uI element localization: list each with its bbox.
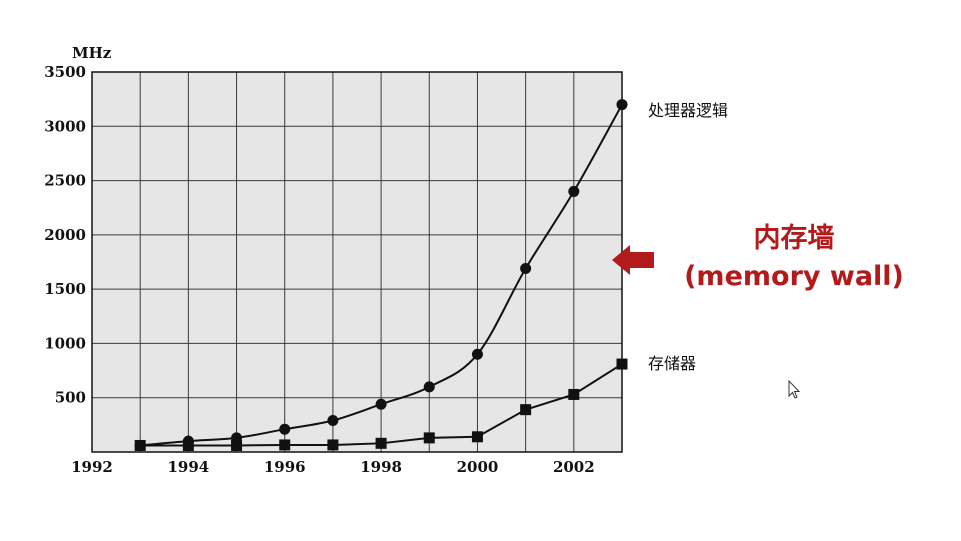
x-tick-label: 1998 [360, 458, 402, 476]
series-label-processor: 处理器逻辑 [648, 101, 728, 120]
y-tick-label: 1500 [44, 280, 86, 298]
data-point-processor [471, 348, 483, 360]
data-point-memory [423, 432, 435, 444]
data-point-memory [231, 439, 243, 451]
data-point-memory [182, 439, 194, 451]
data-point-processor [568, 185, 580, 197]
data-point-memory [568, 388, 580, 400]
x-tick-label: 1996 [264, 458, 306, 476]
mouse-cursor-icon [788, 379, 801, 399]
data-point-processor [279, 423, 291, 435]
data-point-processor [327, 415, 339, 427]
plot-area [91, 71, 623, 453]
data-point-processor [375, 398, 387, 410]
y-tick-label: 1000 [44, 334, 86, 352]
arrow-left-icon [612, 245, 654, 275]
y-tick-label: 2500 [44, 172, 86, 190]
y-tick-label: 3500 [44, 63, 86, 81]
data-point-memory [327, 439, 339, 451]
x-tick-label: 1992 [71, 458, 113, 476]
series-line-processor [140, 104, 623, 447]
data-point-processor [520, 263, 532, 275]
x-tick-label: 1994 [167, 458, 209, 476]
y-tick-label: 3000 [44, 117, 86, 135]
memory-wall-annotation: 内存墙 (memory wall) [612, 223, 904, 292]
plot-background [92, 72, 622, 452]
data-point-memory [134, 439, 146, 451]
x-tick-label: 2002 [553, 458, 595, 476]
data-point-memory [520, 404, 532, 416]
axis-ticks: 500 1000 1500 2000 2500 3000 3500 1992 1994 1996 1… [44, 63, 594, 476]
data-point-memory [279, 439, 291, 451]
data-point-memory [375, 437, 387, 449]
y-tick-label: 2000 [44, 226, 86, 244]
series-group [134, 99, 628, 451]
data-point-processor [616, 99, 628, 111]
data-point-memory [616, 358, 628, 370]
y-tick-label: 500 [55, 389, 86, 407]
data-point-processor [423, 381, 435, 393]
series-label-memory: 存储器 [648, 354, 696, 373]
data-point-memory [471, 431, 483, 443]
memory-wall-subtitle: (memory wall) [684, 261, 904, 292]
memory-wall-title: 内存墙 [754, 223, 835, 254]
x-tick-label: 2000 [457, 458, 499, 476]
y-axis-unit-label: MHz [72, 44, 112, 62]
